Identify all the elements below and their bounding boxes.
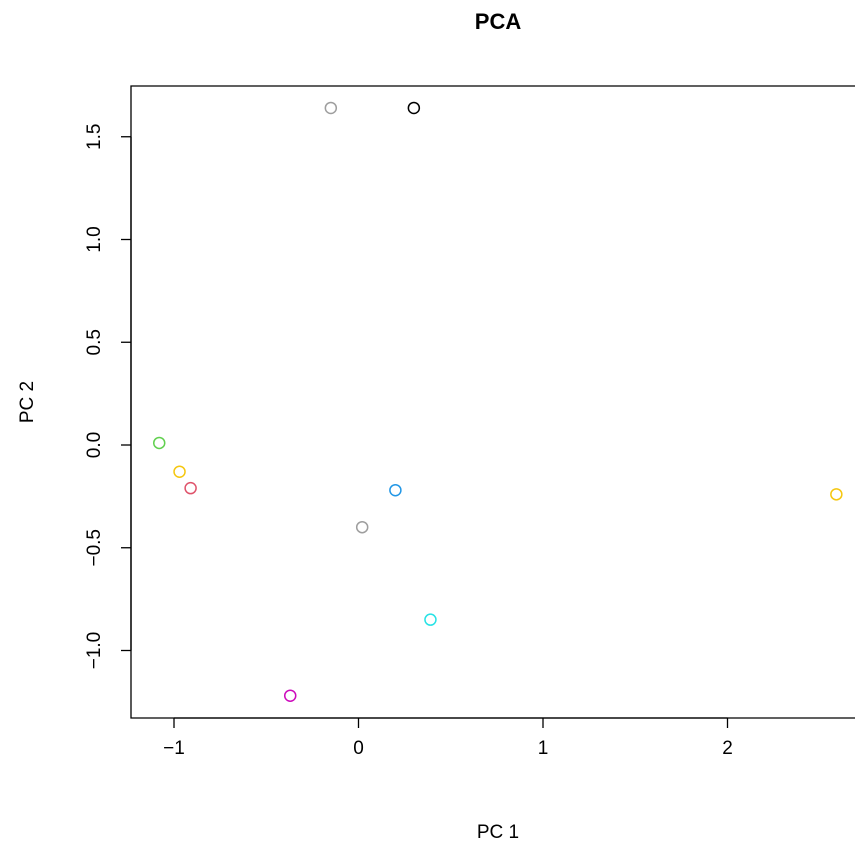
plot-frame: [130, 85, 855, 719]
data-point: [830, 488, 843, 501]
plot-area: [130, 85, 855, 719]
data-point: [173, 465, 186, 478]
data-point: [283, 689, 297, 702]
y-tick-label: −0.5: [84, 529, 105, 567]
y-axis: −1.0 −0.5 0.0 0.5 1.0 1.5: [84, 124, 132, 670]
x-tick-label: 1: [538, 738, 549, 759]
y-tick-label: 1.0: [84, 226, 105, 252]
data-point: [355, 520, 369, 534]
data-points: [152, 101, 843, 702]
data-point: [407, 101, 421, 115]
x-tick-label: 2: [722, 738, 733, 759]
x-axis: −1 0 1 2: [163, 717, 733, 759]
y-tick-label: 0.0: [84, 432, 105, 458]
y-tick-label: −1.0: [84, 632, 105, 670]
y-axis-label: PC 2: [17, 381, 38, 423]
chart-title: PCA: [475, 9, 522, 34]
data-point: [424, 613, 437, 626]
x-tick-label: 0: [353, 738, 364, 759]
x-tick-label: −1: [163, 738, 185, 759]
data-point: [389, 483, 402, 497]
y-tick-label: 0.5: [84, 329, 105, 355]
x-axis-label: PC 1: [477, 822, 519, 843]
data-point: [152, 436, 166, 450]
data-point: [184, 481, 197, 495]
y-tick-label: 1.5: [84, 124, 105, 150]
data-point: [324, 101, 338, 115]
